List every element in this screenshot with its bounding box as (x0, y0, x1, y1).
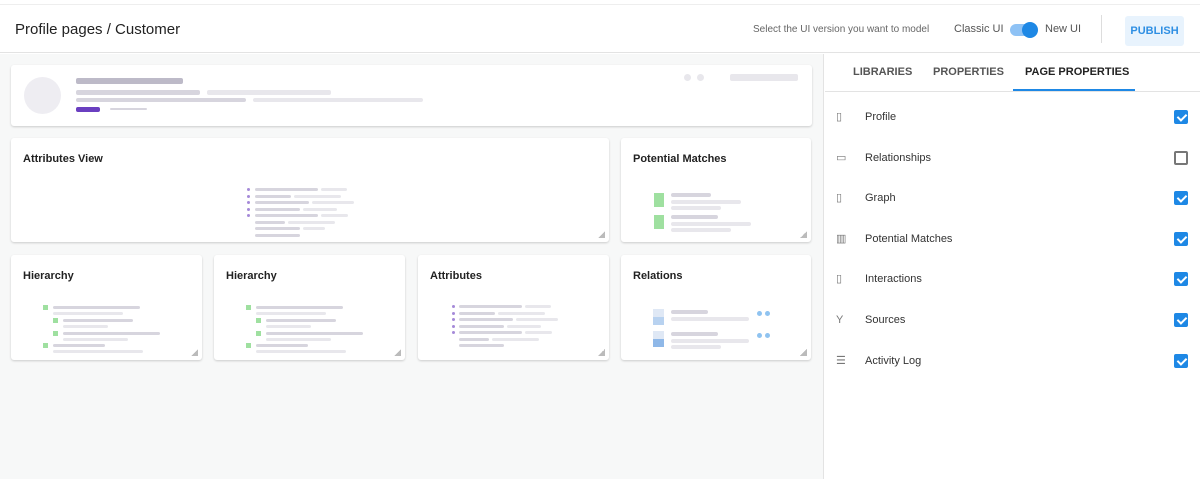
publish-button[interactable]: PUBLISH (1125, 16, 1184, 46)
header: Profile pages / Customer Select the UI v… (0, 4, 1200, 53)
attributes-view-card[interactable]: Attributes View (11, 138, 609, 242)
checkbox[interactable] (1174, 232, 1188, 246)
tab-properties[interactable]: PROPERTIES (933, 66, 1004, 78)
new-ui-label: New UI (1045, 23, 1082, 35)
resize-handle[interactable] (394, 349, 401, 356)
page-property-sources: Y Sources (836, 311, 1188, 331)
hierarchy-card[interactable]: Hierarchy (214, 255, 405, 360)
card-title: Attributes View (23, 153, 103, 165)
tab-page-properties[interactable]: PAGE PROPERTIES (1025, 66, 1130, 78)
item-label: Relationships (865, 152, 932, 164)
activity-log-icon: ☰ (836, 355, 846, 367)
page-property-activity-log: ☰ Activity Log (836, 352, 1188, 372)
potential-matches-card[interactable]: Potential Matches (621, 138, 811, 242)
active-tab-indicator (1013, 89, 1135, 91)
tab-libraries[interactable]: LIBRARIES (853, 66, 913, 78)
checkbox[interactable] (1174, 272, 1188, 286)
item-label: Graph (865, 192, 896, 204)
checkbox[interactable] (1174, 151, 1188, 165)
item-label: Potential Matches (865, 233, 953, 245)
relations-card[interactable]: Relations (621, 255, 811, 360)
card-title: Hierarchy (226, 270, 277, 282)
profile-icon: ▯ (836, 111, 843, 123)
resize-handle[interactable] (800, 349, 807, 356)
hierarchy-card[interactable]: Hierarchy (11, 255, 202, 360)
divider (1101, 15, 1102, 43)
card-title: Potential Matches (633, 153, 727, 165)
checkbox[interactable] (1174, 191, 1188, 205)
item-label: Interactions (865, 273, 922, 285)
ui-version-hint: Select the UI version you want to model (753, 24, 930, 35)
page-title: Profile pages / Customer (15, 21, 181, 38)
resize-handle[interactable] (191, 349, 198, 356)
resize-handle[interactable] (598, 231, 605, 238)
toggle-knob (1022, 22, 1038, 38)
card-title: Relations (633, 270, 683, 282)
sources-icon: Y (836, 314, 844, 326)
potential-matches-icon: ▥ (836, 233, 847, 245)
page-property-relationships: ▭ Relationships (836, 149, 1188, 169)
page-property-graph: ▯ Graph (836, 189, 1188, 209)
graph-icon: ▯ (836, 192, 843, 204)
resize-handle[interactable] (800, 231, 807, 238)
checkbox[interactable] (1174, 313, 1188, 327)
page-property-interactions: ▯ Interactions (836, 270, 1188, 290)
avatar-placeholder (24, 77, 61, 114)
card-title: Hierarchy (23, 270, 74, 282)
item-label: Sources (865, 314, 906, 326)
resize-handle[interactable] (598, 349, 605, 356)
relationships-icon: ▭ (836, 152, 847, 164)
card-title: Attributes (430, 270, 482, 282)
item-label: Activity Log (865, 355, 922, 367)
attributes-card[interactable]: Attributes (418, 255, 609, 360)
page-canvas: Attributes View Potential Matches Hierar… (0, 54, 824, 479)
page-property-profile: ▯ Profile (836, 108, 1188, 128)
classic-ui-label: Classic UI (954, 23, 1004, 35)
checkbox[interactable] (1174, 110, 1188, 124)
checkbox[interactable] (1174, 354, 1188, 368)
ui-version-toggle[interactable] (1010, 22, 1038, 38)
page-property-potential-matches: ▥ Potential Matches (836, 230, 1188, 250)
panel-tabs: LIBRARIES PROPERTIES PAGE PROPERTIES (825, 54, 1200, 92)
item-label: Profile (865, 111, 897, 123)
profile-header-card[interactable] (11, 65, 812, 126)
interactions-icon: ▯ (836, 273, 843, 285)
